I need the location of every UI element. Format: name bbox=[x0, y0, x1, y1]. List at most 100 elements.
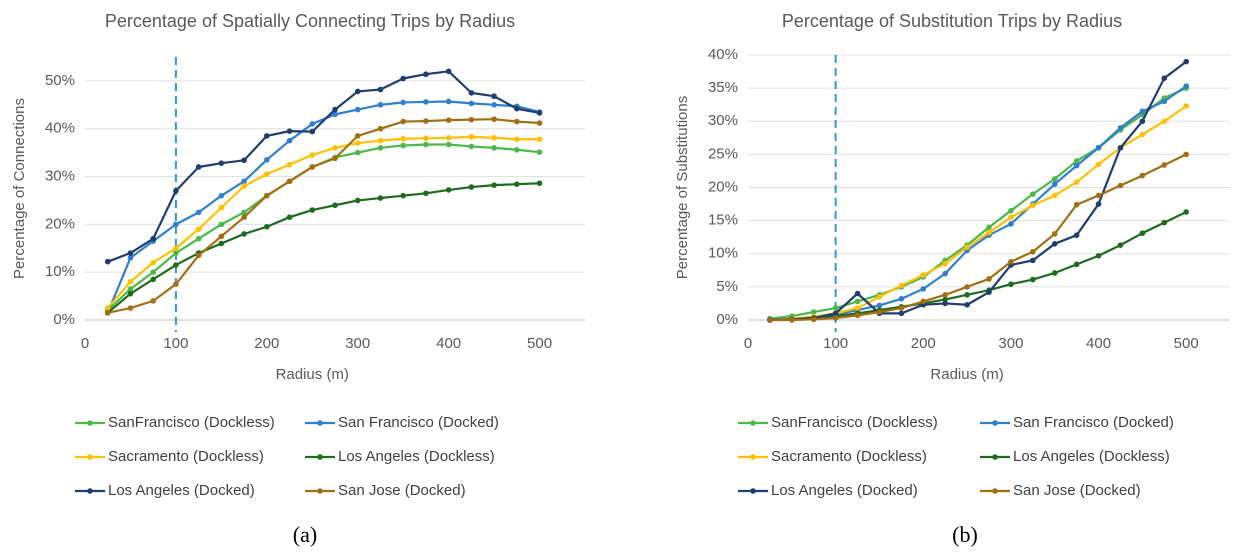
legend-marker bbox=[750, 488, 756, 494]
data-point bbox=[1073, 162, 1080, 169]
series-line bbox=[769, 153, 1187, 322]
series-line bbox=[769, 87, 1187, 320]
data-point bbox=[1139, 118, 1146, 125]
data-point bbox=[1161, 98, 1168, 105]
data-point bbox=[241, 183, 247, 189]
x-axis-label: Radius (m) bbox=[276, 366, 349, 383]
data-point bbox=[536, 149, 543, 155]
data-point bbox=[1117, 125, 1124, 131]
legend-label: San Francisco (Docked) bbox=[338, 414, 499, 431]
data-point bbox=[986, 224, 992, 231]
y-tick-label: 30% bbox=[708, 112, 738, 129]
data-point bbox=[964, 301, 970, 308]
data-point bbox=[810, 309, 817, 315]
data-point bbox=[1051, 231, 1058, 237]
data-point bbox=[309, 121, 316, 127]
data-point bbox=[264, 133, 270, 139]
data-point bbox=[1139, 172, 1146, 179]
data-point bbox=[423, 71, 429, 78]
data-point bbox=[1183, 151, 1189, 158]
data-point bbox=[400, 99, 406, 106]
data-point bbox=[377, 125, 384, 132]
legend-marker bbox=[87, 420, 93, 426]
y-tick-label: 50% bbox=[45, 72, 75, 89]
series-line bbox=[769, 105, 1187, 322]
data-point bbox=[354, 88, 361, 95]
data-point bbox=[898, 310, 905, 317]
series-line bbox=[107, 118, 540, 314]
data-point bbox=[150, 269, 156, 275]
legend-label: San Jose (Docked) bbox=[338, 482, 466, 499]
data-point bbox=[876, 309, 883, 315]
data-point bbox=[1008, 207, 1014, 214]
data-point bbox=[332, 202, 338, 209]
data-point bbox=[767, 317, 773, 323]
data-point bbox=[309, 164, 316, 170]
data-point bbox=[468, 116, 475, 123]
data-point bbox=[264, 192, 270, 199]
data-point bbox=[173, 221, 179, 228]
data-point bbox=[536, 136, 543, 143]
x-tick-label: 100 bbox=[823, 335, 848, 352]
x-tick-label: 200 bbox=[911, 335, 936, 352]
data-point bbox=[536, 180, 543, 187]
data-point bbox=[377, 137, 384, 144]
legend-marker bbox=[87, 488, 93, 494]
data-point bbox=[810, 316, 817, 323]
series-line bbox=[769, 85, 1187, 321]
series-line bbox=[106, 135, 540, 309]
data-point bbox=[423, 135, 429, 142]
data-point bbox=[1030, 276, 1036, 283]
data-point bbox=[1008, 214, 1014, 221]
data-point bbox=[377, 102, 384, 108]
data-point bbox=[354, 133, 361, 139]
data-point bbox=[942, 260, 948, 267]
data-point bbox=[1051, 181, 1058, 187]
data-point bbox=[286, 161, 293, 168]
data-point bbox=[173, 245, 179, 252]
data-point bbox=[1139, 131, 1146, 138]
legend-marker bbox=[750, 454, 756, 460]
legend-marker bbox=[750, 420, 756, 426]
data-point bbox=[1095, 144, 1102, 151]
x-tick-label: 100 bbox=[163, 335, 188, 352]
data-point bbox=[354, 140, 361, 146]
data-point bbox=[1051, 192, 1058, 199]
x-tick-label: 400 bbox=[436, 335, 461, 352]
data-point bbox=[423, 141, 429, 148]
data-point bbox=[1161, 118, 1168, 125]
data-point bbox=[942, 296, 948, 303]
x-tick-label: 400 bbox=[1086, 335, 1111, 352]
y-tick-label: 30% bbox=[45, 168, 75, 185]
data-point bbox=[832, 315, 839, 321]
data-point bbox=[400, 75, 406, 82]
data-point bbox=[150, 235, 156, 242]
y-tick-label: 15% bbox=[708, 212, 738, 229]
data-point bbox=[127, 250, 134, 256]
data-point bbox=[332, 155, 338, 162]
data-point bbox=[445, 187, 452, 193]
legend-label: Los Angeles (Dockless) bbox=[1013, 448, 1170, 465]
data-point bbox=[942, 300, 948, 307]
data-point bbox=[1139, 230, 1146, 237]
data-point bbox=[964, 244, 970, 250]
legend-marker bbox=[317, 488, 323, 494]
y-tick-label: 35% bbox=[708, 79, 738, 96]
data-point bbox=[1095, 161, 1102, 168]
data-point bbox=[309, 152, 316, 158]
data-point bbox=[898, 282, 905, 289]
data-point bbox=[1008, 258, 1014, 265]
data-point bbox=[445, 135, 452, 141]
data-point bbox=[127, 305, 134, 311]
data-point bbox=[241, 214, 247, 220]
data-point bbox=[423, 99, 429, 105]
data-point bbox=[1008, 281, 1014, 288]
data-point bbox=[491, 135, 497, 141]
x-tick-label: 500 bbox=[1174, 335, 1199, 352]
data-point bbox=[445, 141, 452, 148]
data-point bbox=[1161, 162, 1168, 168]
data-point bbox=[104, 305, 111, 311]
data-point bbox=[354, 197, 361, 204]
data-point bbox=[491, 102, 497, 108]
data-point bbox=[1161, 219, 1168, 226]
